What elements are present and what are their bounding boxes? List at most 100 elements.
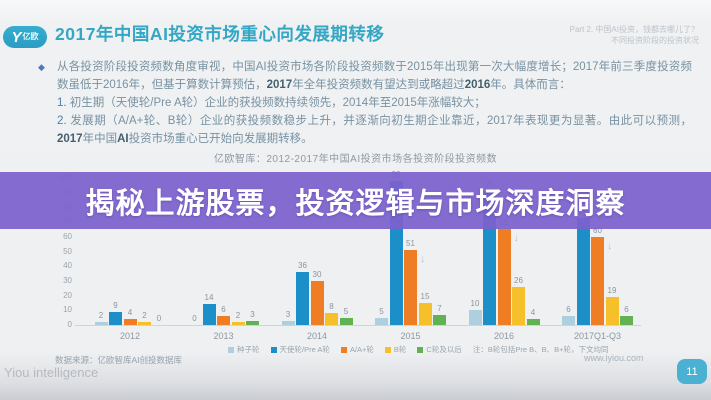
- bar-种子轮-2015: [375, 317, 388, 325]
- bar-value-label: 4: [127, 308, 133, 318]
- x-axis-category-label: 2014: [306, 331, 328, 341]
- legend-label: B轮: [393, 345, 407, 354]
- bar-value-label: 36: [298, 261, 307, 271]
- x-axis-category-label: 2013: [213, 331, 234, 341]
- bar-天使轮/Pre A轮-2012: [109, 311, 122, 325]
- bar-C轮及以后-2013: [246, 320, 259, 325]
- page-number-badge: 11: [677, 359, 707, 384]
- bar-天使轮/Pre A轮-2017Q1-Q3: [576, 217, 590, 325]
- bar-value-label: 14: [204, 293, 214, 303]
- bar-value-label: 15: [420, 291, 430, 301]
- diamond-bullet-icon: ◆: [38, 62, 45, 72]
- legend-swatch-icon: [340, 346, 347, 353]
- yiou-logo-icon: Y 亿欧: [3, 26, 47, 48]
- bar-种子轮-2017Q1-Q3: [562, 316, 575, 325]
- bar-A/A+轮-2012: [123, 319, 137, 325]
- bar-C轮及以后-2016: [526, 319, 540, 325]
- logo-y: Y: [11, 28, 22, 46]
- bar-B轮-2015: [418, 302, 432, 325]
- section-line1: Part 2. 中国AI投资，钱都去哪儿了？: [569, 25, 699, 34]
- bar-value-label: 7: [437, 303, 442, 313]
- bar-value-label: 6: [566, 305, 571, 315]
- legend-item: B轮: [384, 344, 407, 355]
- bar-value-label: 6: [221, 305, 226, 315]
- website-url: www.iyiou.com: [584, 353, 644, 363]
- legend-swatch-icon: [417, 346, 424, 353]
- bar-A/A+轮-2017Q1-Q3: [591, 236, 604, 325]
- bar-value-label: 51: [406, 239, 415, 249]
- bar-A/A+轮-2016: [497, 229, 511, 325]
- bar-value-label: 2: [235, 311, 241, 321]
- section-label: Part 2. 中国AI投资，钱都去哪儿了？ 不同投资阶段的投资状况: [570, 24, 699, 46]
- legend-swatch-icon: [384, 346, 391, 353]
- bar-value-label: 0: [156, 314, 162, 323]
- down-arrow-icon: ↓: [420, 253, 426, 266]
- data-source-note: 数据来源：亿欧智库AI创投数据库: [55, 355, 183, 365]
- list-item-2: 2. 发展期（A/A+轮、B轮）企业的获投频数稳步上升，并逐渐向初生期企业靠近，…: [57, 115, 693, 145]
- bar-value-label: 5: [343, 306, 349, 316]
- bar-value-label: 10: [470, 299, 480, 309]
- bar-value-label: 8: [329, 302, 334, 312]
- bar-A/A+轮-2014: [310, 280, 324, 325]
- legend-swatch-icon: [270, 346, 277, 353]
- y-axis-tick-label: 50: [63, 246, 72, 256]
- x-axis-category-label: 2012: [119, 331, 141, 341]
- chart-title: 亿欧智库：2012-2017年中国AI投资市场各投资阶段投资频数: [213, 154, 498, 165]
- bar-C轮及以后-2015: [433, 314, 446, 325]
- chart-legend: 种子轮 天使轮/Pre A轮 A/A+轮 B轮 C轮及以后 注：B轮包括Pre B、B、B…: [228, 344, 609, 355]
- x-axis-category-label: 2016: [493, 331, 515, 341]
- bar-value-label: 6: [624, 305, 629, 315]
- watermark: Yiou intelligence: [4, 365, 99, 380]
- bar-种子轮-2012: [94, 322, 108, 325]
- y-axis-tick-label: 0: [67, 320, 72, 329]
- bar-value-label: 26: [514, 275, 523, 285]
- legend-label: 种子轮: [237, 345, 260, 354]
- banner-text: 揭秘上游股票，投资逻辑与市场深度洞察: [85, 187, 626, 220]
- bar-A/A+轮-2015: [404, 250, 417, 325]
- body-text: ◆ 从各投资阶段投资频数角度审视，中国AI投资市场各阶段投资频数于2015年出现第…: [38, 58, 693, 148]
- bar-value-label: 3: [250, 309, 255, 319]
- legend-label: A/A+轮: [349, 345, 374, 354]
- slide-title: 2017年中国AI投资市场重心向发展期转移: [55, 24, 385, 44]
- bar-value-label: 0: [192, 314, 197, 323]
- bar-B轮-2012: [138, 322, 151, 325]
- logo-brand: 亿欧: [22, 32, 39, 41]
- legend-item: C轮及以后: [417, 344, 462, 355]
- x-axis-category-label: 2015: [400, 331, 421, 341]
- bar-C轮及以后-2017Q1-Q3: [620, 316, 633, 325]
- bar-value-label: 19: [607, 286, 617, 296]
- bar-value-label: 60: [593, 225, 602, 235]
- bar-value-label: 2: [98, 311, 104, 321]
- y-axis-tick-label: 30: [63, 275, 72, 285]
- legend-swatch-icon: [228, 346, 234, 353]
- x-axis-category-label: 2017Q1-Q3: [573, 331, 622, 341]
- legend-label: C轮及以后: [426, 345, 462, 354]
- section-line2: 不同投资阶段的投资状况: [611, 36, 699, 45]
- bar-C轮及以后-2014: [339, 317, 353, 325]
- bar-B轮-2014: [325, 313, 338, 325]
- bar-B轮-2013: [231, 322, 245, 325]
- down-arrow-icon: ↓: [513, 232, 520, 245]
- y-axis-tick-label: 20: [63, 290, 72, 300]
- bar-value-label: 3: [285, 309, 291, 319]
- y-axis-tick-label: 10: [63, 305, 72, 315]
- legend-item: 种子轮: [228, 344, 260, 355]
- legend-note: 注：B轮包括Pre B、B、B+轮，下文均同: [472, 345, 609, 354]
- x-axis-line: [75, 325, 641, 326]
- bar-种子轮-2014: [281, 320, 295, 325]
- paragraph-1: ◆ 从各投资阶段投资频数角度审视，中国AI投资市场各阶段投资频数于2015年出现第…: [38, 58, 692, 94]
- overlay-banner: 揭秘上游股票，投资逻辑与市场深度洞察: [0, 172, 711, 229]
- list-item-1: 1. 初生期（天使轮/Pre A轮）企业的获投频数持续领先，2014年至2015…: [57, 97, 486, 109]
- bar-value-label: 2: [142, 311, 147, 321]
- bar-种子轮-2016: [468, 310, 482, 325]
- legend-label: 天使轮/Pre A轮: [279, 345, 330, 354]
- bar-value-label: 4: [530, 308, 536, 318]
- legend-item: A/A+轮: [340, 344, 374, 355]
- bar-B轮-2017Q1-Q3: [605, 297, 619, 325]
- bar-A/A+轮-2013: [217, 316, 230, 325]
- bar-B轮-2016: [512, 286, 525, 325]
- legend-item: 天使轮/Pre A轮: [270, 344, 330, 355]
- bar-value-label: 9: [113, 300, 118, 310]
- y-axis-tick-label: 60: [63, 231, 72, 241]
